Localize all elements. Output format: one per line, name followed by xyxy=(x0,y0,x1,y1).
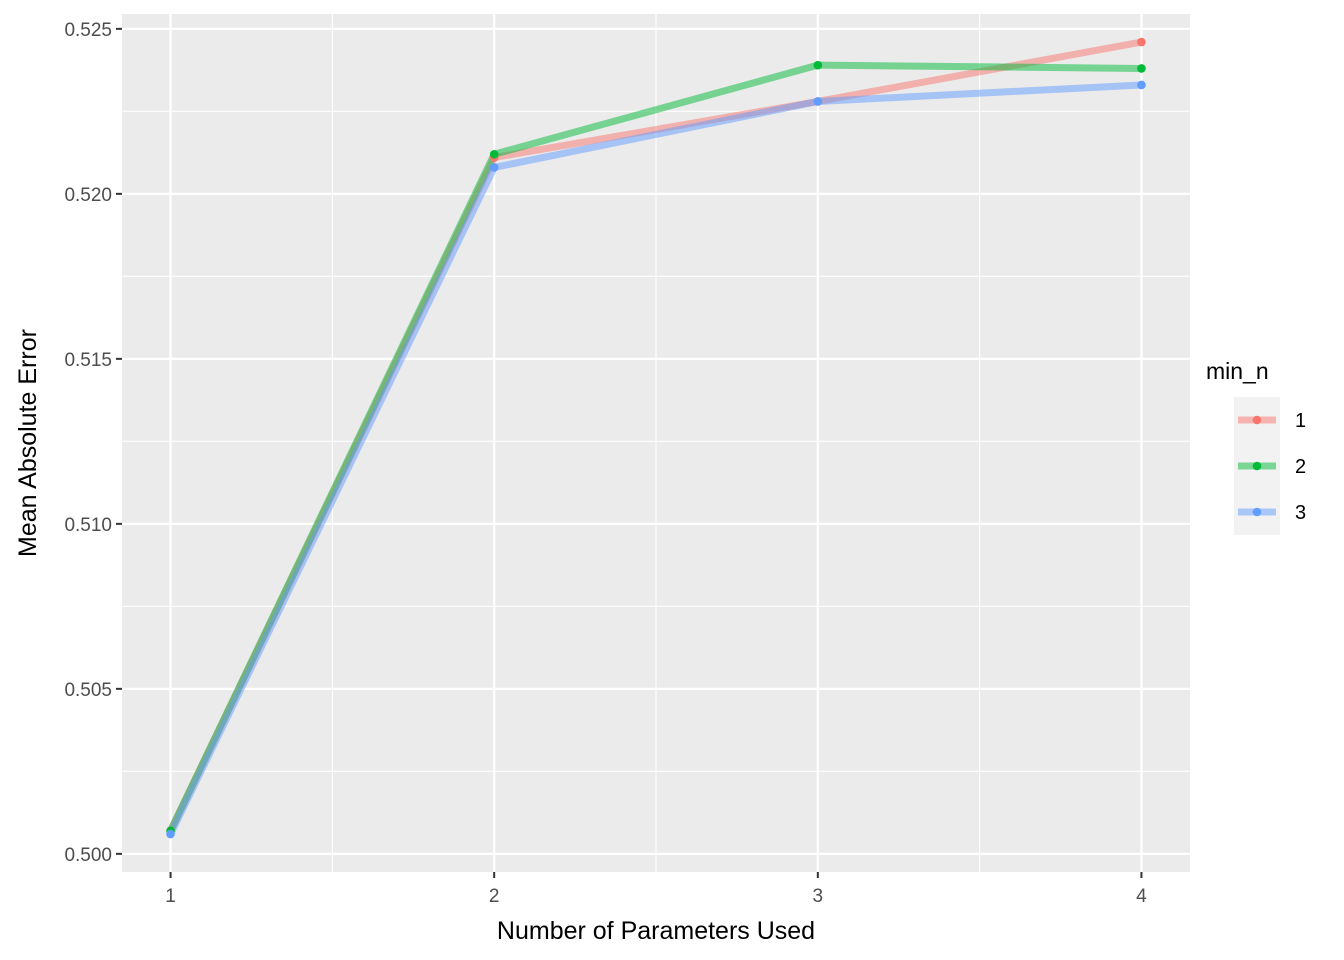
data-point-1 xyxy=(1137,37,1146,47)
series-lines xyxy=(167,38,1143,836)
legend-label: 1 xyxy=(1295,410,1306,432)
data-point-3 xyxy=(1137,80,1146,90)
legend-key-point xyxy=(1252,415,1262,425)
data-point-3 xyxy=(489,163,499,172)
x-axis: 1 2 3 4 xyxy=(165,872,1147,907)
y-tick-label: 0.510 xyxy=(64,515,112,536)
legend-label: 3 xyxy=(1295,502,1306,524)
y-tick-label: 0.525 xyxy=(64,20,112,41)
y-tick-label: 0.515 xyxy=(64,350,112,371)
series-line-2 xyxy=(167,61,1142,833)
x-tick-label: 2 xyxy=(489,886,500,907)
legend: min_n 1 2 3 xyxy=(1206,358,1306,535)
y-axis-title: Mean Absolute Error xyxy=(14,329,42,557)
legend-key-point xyxy=(1252,507,1262,517)
data-point-2 xyxy=(813,60,823,70)
legend-keys: 1 2 3 xyxy=(1234,397,1306,535)
minor-gridlines xyxy=(122,14,1190,872)
y-tick-label: 0.505 xyxy=(64,680,112,701)
x-axis-title: Number of Parameters Used xyxy=(497,917,815,945)
legend-title: min_n xyxy=(1206,358,1269,384)
x-tick-label: 4 xyxy=(1136,886,1147,907)
series-points xyxy=(166,37,1146,839)
data-point-2 xyxy=(489,149,499,159)
data-point-3 xyxy=(813,97,823,106)
series-line-3 xyxy=(167,81,1142,836)
data-point-2 xyxy=(1137,64,1146,73)
data-point-3 xyxy=(166,829,175,839)
x-tick-label: 3 xyxy=(813,886,824,907)
y-axis: 0.500 0.505 0.510 0.515 0.520 0.525 xyxy=(64,20,122,866)
x-tick-label: 1 xyxy=(165,886,176,907)
legend-label: 2 xyxy=(1295,456,1306,478)
y-tick-label: 0.520 xyxy=(64,185,112,206)
legend-key-point xyxy=(1252,461,1262,471)
y-tick-label: 0.500 xyxy=(64,845,112,866)
